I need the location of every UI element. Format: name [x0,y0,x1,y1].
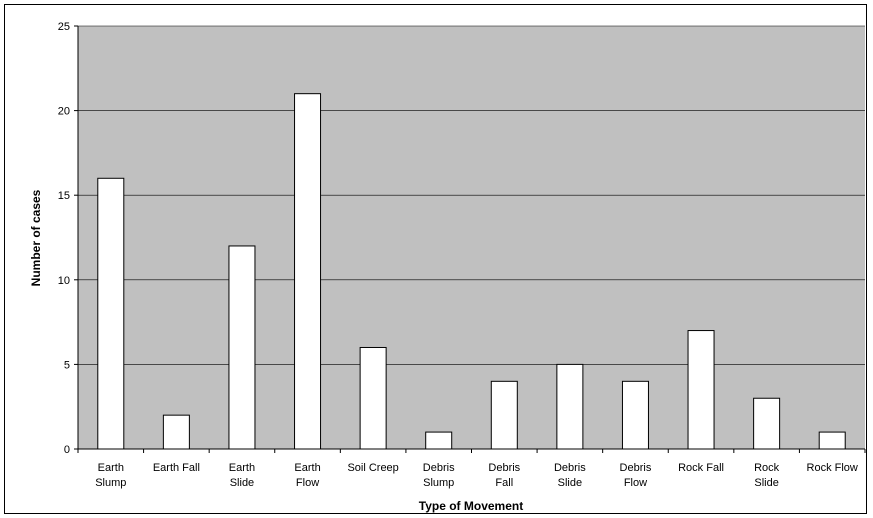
x-category-label: Earth [294,462,320,474]
x-category-label: Rock [754,462,780,474]
y-tick-label: 20 [58,106,70,118]
bars [97,93,846,450]
x-category-labels: Earth Slump Earth Fall Earth Slide Earth Flow S… [77,449,866,489]
y-tick-label: 10 [58,275,70,287]
bar [294,93,322,450]
x-category-label: Fall [495,477,513,489]
x-category-label: Earth [98,462,124,474]
bar [687,330,715,450]
y-tick-label: 5 [64,359,70,371]
x-category-label: Earth Fall [153,462,200,474]
x-category-label: Flow [296,477,319,489]
bar [162,414,190,450]
x-category-label: Debris [488,462,520,474]
y-axis-title: Number of cases [29,189,43,286]
y-tick-label: 0 [64,444,70,456]
bar [621,380,649,450]
bar [425,431,453,450]
plot-area [78,26,865,449]
bar [753,397,781,450]
bar [228,245,256,450]
x-category-label: Debris [620,462,652,474]
x-category-label: Slide [558,477,582,489]
bar [556,363,584,450]
x-category-label: Debris [554,462,586,474]
bar [490,380,518,450]
x-category-label: Slide [754,477,778,489]
x-category-label: Flow [624,477,647,489]
bar [818,431,846,450]
y-tick-labels: 0 5 10 15 20 25 [58,21,78,456]
x-category-label: Slump [95,477,126,489]
y-tick-label: 25 [58,21,70,33]
x-category-label: Debris [423,462,455,474]
x-category-label: Rock Flow [807,462,858,474]
gridlines [78,25,865,365]
x-axis-title: Type of Movement [419,499,523,513]
bar [359,346,387,450]
x-category-label: Rock Fall [678,462,724,474]
x-category-label: Slump [423,477,454,489]
x-category-label: Slide [230,477,254,489]
x-category-label: Soil Creep [347,462,398,474]
x-category-label: Earth [229,462,255,474]
y-tick-label: 15 [58,190,70,202]
bar [97,177,125,450]
